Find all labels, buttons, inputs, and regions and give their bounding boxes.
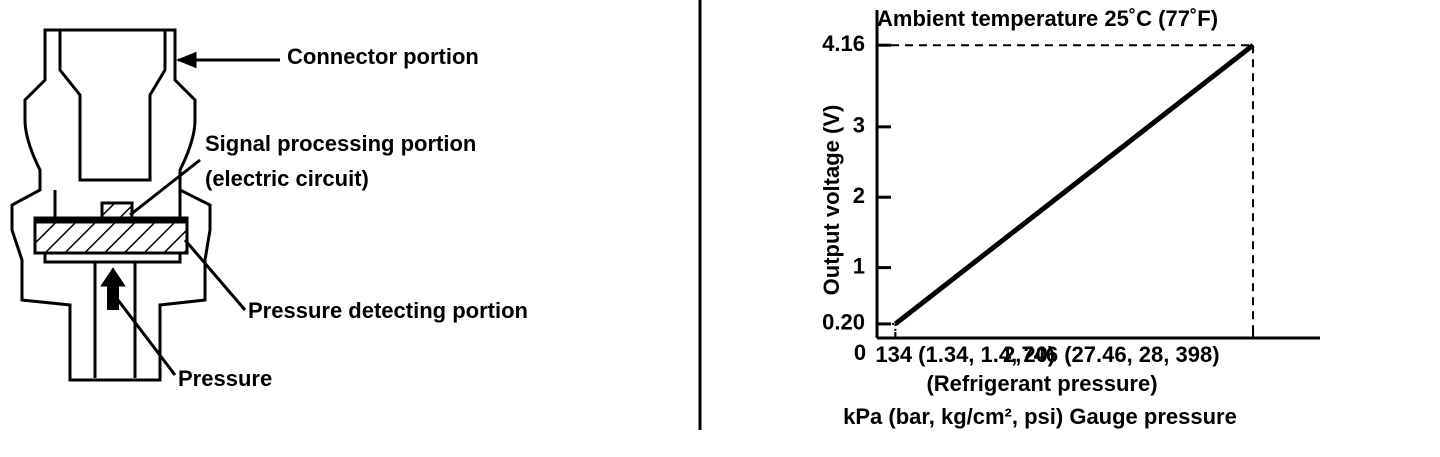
y-tick-label: 1	[853, 253, 865, 278]
label: Connector portion	[287, 44, 479, 69]
x-tick-label: 134 (1.34, 1.4, 20)	[875, 342, 1055, 367]
y-tick-label: 3	[853, 113, 865, 138]
label: Signal processing portion	[205, 131, 476, 156]
data-line	[893, 43, 1255, 326]
y-tick-label: 2	[853, 183, 865, 208]
sensor-drawing	[10, 28, 280, 382]
label: (electric circuit)	[205, 166, 369, 191]
y-tick-label: 4.16	[822, 31, 865, 56]
label: Pressure detecting portion	[248, 298, 528, 323]
y-axis-label: Output voltage (V)	[819, 105, 844, 296]
origin-label: 0	[854, 340, 866, 365]
label: Pressure	[178, 366, 272, 391]
y-tick-label: 0.20	[822, 310, 865, 335]
x-tick-label: 2,746 (27.46, 28, 398)	[1003, 342, 1220, 367]
x-axis-label: kPa (bar, kg/cm², psi) Gauge pressure	[843, 404, 1237, 429]
chart-title: Ambient temperature 25˚C (77˚F)	[877, 6, 1218, 31]
x-axis-label: (Refrigerant pressure)	[926, 371, 1157, 396]
